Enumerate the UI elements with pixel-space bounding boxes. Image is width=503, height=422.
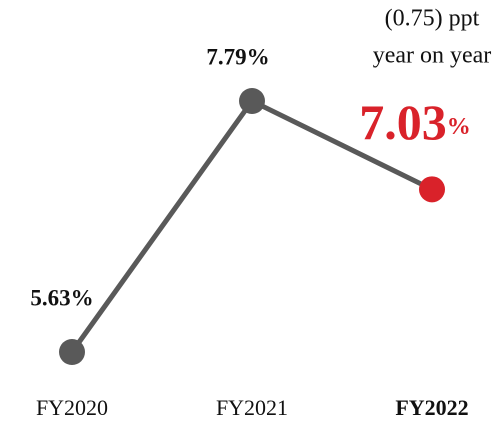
value-label: 5.63% [30,285,93,310]
point [239,88,265,114]
value-label: 7.03% [359,94,471,150]
x-tick-label: FY2022 [395,395,468,420]
x-tick-label: FY2020 [36,395,108,420]
x-tick-label: FY2021 [216,395,288,420]
annotation: (0.75) ppt [385,6,480,32]
point [59,339,85,365]
point [419,176,445,203]
annotation: year on year [373,43,492,69]
value-label: 7.79% [206,44,269,69]
